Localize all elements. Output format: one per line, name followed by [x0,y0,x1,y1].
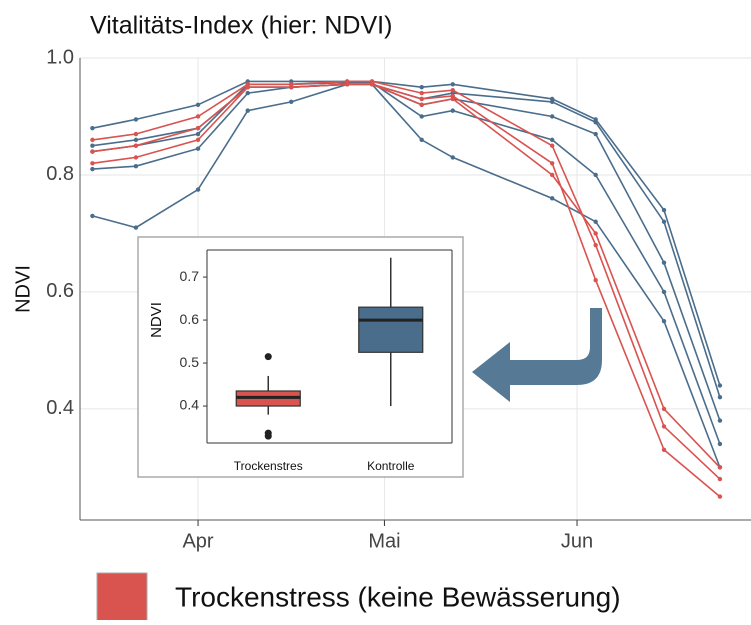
point [133,143,139,148]
point [369,82,375,87]
legend-label: Trockenstress (keine Bewässerung) [175,581,621,612]
point [195,137,201,143]
point [717,476,723,482]
y-tick-label: 0.7 [180,268,200,284]
main-chart: 0.4 0.6 0.8 1.0 Apr Mai Jun [46,46,751,552]
y-tick-label: 0.6 [46,280,74,302]
point [661,406,667,412]
point [549,161,555,166]
point [717,418,723,423]
inset-frame [137,236,464,478]
point [90,143,95,148]
point [450,82,455,87]
point [195,125,201,131]
point [195,146,201,151]
point [90,166,95,172]
outlier [264,429,272,437]
x-tick-label: Kontrolle [367,459,415,473]
point [593,117,598,122]
point [419,102,424,107]
point [133,131,139,137]
y-tick-label: 0.6 [180,311,200,327]
inset-chart: 0.4 0.5 0.6 0.7 Trockenstres Kontrolle [180,249,453,473]
point [661,318,667,324]
point [661,289,667,295]
point [133,163,139,169]
point [593,278,598,283]
point [593,219,598,224]
point [133,137,139,143]
point [661,424,667,429]
point [549,96,555,102]
point [419,114,424,119]
point [549,172,555,178]
point [419,90,424,96]
y-axis-label: NDVI [12,265,34,313]
point [289,85,294,90]
point [450,87,455,93]
point [593,231,598,236]
point [661,219,667,224]
point [661,260,667,265]
point [549,143,555,148]
point [133,225,139,230]
point [593,131,598,137]
point [717,494,723,499]
inset-y-axis-label: NDVI [148,302,165,338]
y-tick-label: 0.5 [180,354,200,370]
x-tick-label: Trockenstres [234,459,303,473]
point [593,242,598,248]
point [419,137,424,143]
point [549,137,555,143]
point [90,213,95,219]
y-tick-label: 1.0 [46,46,74,68]
point [195,187,201,192]
x-tick-label: Jun [561,530,593,552]
point [90,137,95,143]
point [717,441,723,447]
point [245,85,250,90]
point [549,114,555,119]
point [549,196,555,201]
point [133,117,139,122]
y-tick-label: 0.8 [46,163,74,185]
point [245,108,250,113]
point [133,155,139,160]
legend: Trockenstress (keine Bewässerung) [96,572,621,624]
y-tick-label: 0.4 [180,397,200,413]
point [289,99,294,105]
point [450,108,455,113]
point [90,161,95,166]
point [661,207,667,213]
point [450,96,455,102]
point [717,394,723,400]
chart-title: Vitalitäts-Index (hier: NDVI) [90,12,392,40]
point [450,155,455,160]
point [195,114,201,119]
point [90,125,95,131]
legend-swatch [96,572,148,624]
point [661,447,667,453]
point [195,131,201,137]
x-tick-label: Mai [368,530,400,552]
y-tick-label: 0.4 [46,397,74,419]
point [717,465,723,470]
point [195,102,201,107]
arrow [472,308,602,402]
point [419,96,424,102]
point [717,383,723,388]
x-tick-label: Apr [182,530,213,552]
point [90,149,95,154]
box [358,306,424,353]
point [245,90,250,96]
outlier [264,353,272,361]
point [419,85,424,90]
point [593,172,598,178]
point [344,82,350,87]
